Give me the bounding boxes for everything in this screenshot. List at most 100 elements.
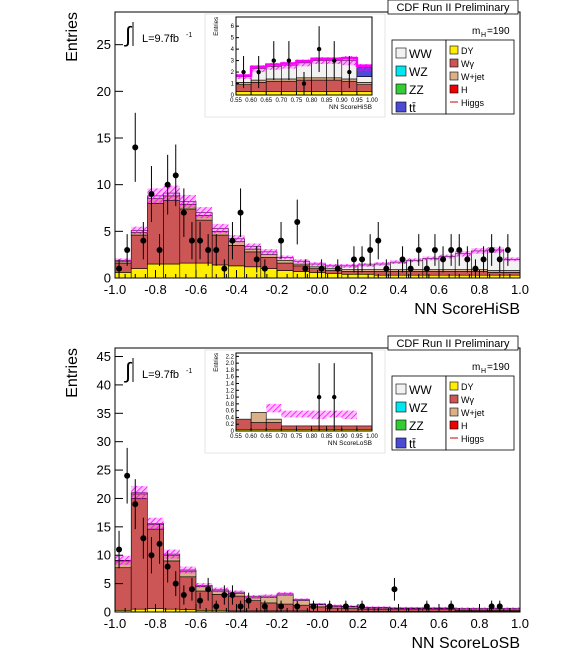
uncertainty-band-21 [455,607,472,610]
legend-label-Wgamma: Wγ [461,395,474,405]
mass-label-m: m [472,26,480,37]
x-tick-label-9: 1.00 [366,434,378,440]
legend-swatch-Wjet [449,407,459,417]
data-point-19 [294,603,301,610]
uncertainty-band-8 [356,64,372,71]
mass-label-value: =190 [487,26,510,37]
x-tick-label-6: 0.85 [321,434,333,440]
uncertainty-band-1 [131,226,148,235]
uncertainty-band-10 [277,255,294,260]
y-tick-label-3: 3 [231,59,235,65]
x-axis-label: NN ScoreHiSB [329,104,372,111]
stack-bar-Wgamma-8 [356,425,373,430]
legend-label-H: H [461,421,468,431]
stack-bar-DY-4 [179,262,197,279]
data-point-30 [415,247,422,253]
x-tick-label-3: -0.4 [225,282,247,297]
uncertainty-band-24 [503,257,520,262]
y-axis-label: Entries [64,348,81,398]
data-point-23 [350,256,357,263]
uncertainty-band-0 [115,258,132,263]
data-point-35 [456,247,463,253]
legend-swatch-H [449,84,459,94]
integral-symbol: ∫ [123,358,133,383]
stack-bar-Wjet-5 [311,77,327,81]
data-point-10 [197,597,204,604]
data-point-25 [423,603,430,610]
uncertainty-band-17 [390,260,407,264]
y-axis-label: Entries [214,17,220,36]
y-tick-label-6: 1.2 [226,388,235,394]
data-point-0 [241,69,246,75]
y-tick-label-3: 15 [97,519,111,534]
stack-bar-Wjet-2 [265,418,282,423]
x-tick-label-9: 1.00 [366,98,378,104]
x-tick-label-2: 0.65 [260,434,272,440]
uncertainty-band-18 [406,606,423,610]
uncertainty-band-19 [422,606,439,610]
data-point-25 [367,247,374,253]
legend-swatch-ttbar [395,437,407,449]
legend-swatch-Wjet [449,71,459,81]
data-point-16 [253,256,260,263]
data-point-1 [124,247,131,253]
data-point-10 [197,237,204,244]
stack-bar-DY-1 [250,91,267,96]
stack-bar-Wjet-1 [250,412,267,423]
uncertainty-band-18 [406,258,423,263]
stack-bar-Wgamma-15 [357,271,375,275]
data-point-0 [316,394,322,400]
stack-bar-DY-0 [114,272,132,279]
data-point-26 [448,603,455,610]
stack-bar-DY-7 [341,91,358,96]
x-tick-label-1: 0.60 [245,434,257,440]
stack-bar-Wjet-10 [276,259,294,264]
annotations-1: ∫ L=9.7fb -1 CDF Run II Preliminary m H =190 [123,335,519,383]
stack-bar-DY-14 [341,273,359,279]
stack-bar-DY-8 [356,91,373,96]
title-box [387,0,519,15]
data-point-12 [213,247,220,253]
uncertainty-band-22 [471,248,488,254]
stack-bar-Wgamma-0 [114,567,132,611]
data-point-21 [318,265,325,272]
stack-bar-Wgamma-7 [228,245,245,267]
y-tick-label-0: 0 [104,605,111,620]
legend-swatch-ttbar [395,101,407,113]
y-tick-label-0: 0 [231,93,235,99]
stack-bar-Wgamma-14 [341,271,359,275]
data-point-1 [332,394,337,400]
uncertainty-band-9 [260,249,277,255]
stack-bar-Wgamma-2 [265,80,282,92]
stack-bar-WW-8 [356,76,373,83]
x-tick-label-8: 0.95 [351,98,363,104]
x-tick-label-9: 0.8 [470,616,488,631]
chart-title: CDF Run II Preliminary [396,338,510,350]
data-point-24 [391,586,398,593]
stack-bar-DY-3 [281,91,297,96]
data-point-11 [205,247,212,253]
stack-bar-Wgamma-8 [356,84,373,92]
x-tick-label-5: -0.0 [306,616,328,631]
legend-label-ZZ: ZZ [409,83,424,97]
integral-symbol: ∫ [123,22,133,47]
chart-title: CDF Run II Preliminary [396,2,510,14]
legend-swatch-WZ [395,401,407,413]
data-point-0 [116,546,123,553]
x-tick-label-8: 0.6 [430,616,448,631]
uncertainty-band-5 [196,583,213,588]
y-tick-label-0: 0 [104,271,111,286]
x-tick-label-0: 0.55 [230,434,242,440]
stack-bar-Wgamma-4 [179,208,197,264]
y-tick-label-3: 15 [97,131,111,146]
data-point-23 [359,603,366,610]
stack-bar-Wgamma-3 [281,80,297,92]
uncertainty-band-21 [455,250,472,257]
stack-bar-Wgamma-2 [147,528,164,609]
legend-swatch-DY [449,45,459,55]
y-tick-label-2: 0.4 [226,415,235,421]
uncertainty-band-4 [179,194,196,208]
y-tick-label-1: 5 [104,224,111,239]
y-tick-label-2: 10 [97,177,111,192]
uncertainty-band-11 [293,598,310,601]
